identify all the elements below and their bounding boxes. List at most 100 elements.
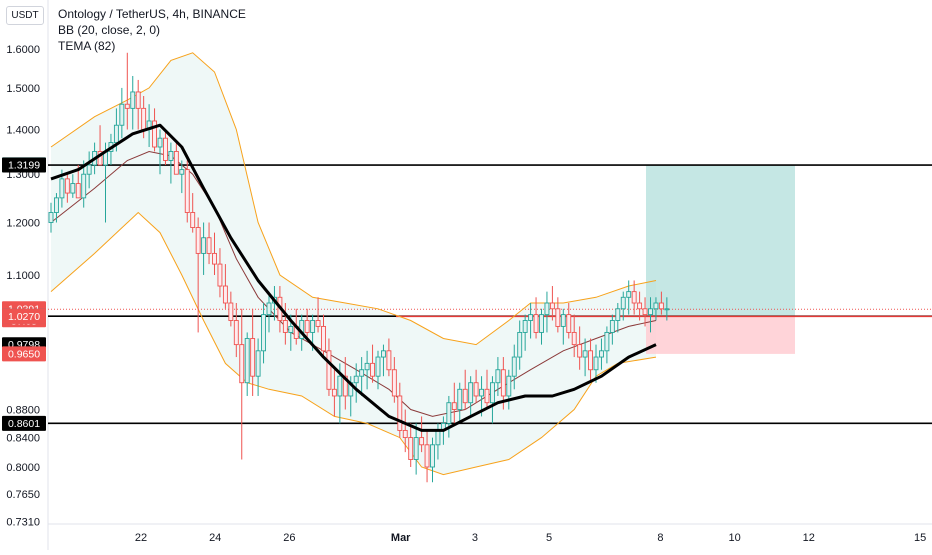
candle-body <box>315 320 321 327</box>
x-tick-label: 12 <box>803 532 815 544</box>
candle <box>457 382 463 424</box>
candle-body <box>555 308 561 327</box>
candle <box>195 217 201 333</box>
candle-body <box>642 308 648 316</box>
tema-indicator-label[interactable]: TEMA (82) <box>58 39 116 53</box>
candle-body <box>359 369 365 377</box>
candle-body <box>217 263 223 287</box>
x-tick-label: 15 <box>914 532 926 544</box>
x-tick-label: 8 <box>657 532 663 544</box>
candle <box>130 75 136 130</box>
candle-body <box>637 302 643 310</box>
candle <box>233 303 239 358</box>
candle-body <box>342 375 348 397</box>
candle <box>511 344 517 390</box>
candle-body <box>212 252 217 265</box>
candle <box>424 430 430 483</box>
candle <box>342 357 348 410</box>
price-label-text: 0.9650 <box>8 348 40 360</box>
candle-body <box>370 362 375 377</box>
candle <box>419 416 425 453</box>
candle-body <box>593 356 599 371</box>
candle-body <box>517 331 523 358</box>
candle <box>582 338 588 377</box>
candle-body <box>228 302 234 321</box>
candle <box>555 297 561 333</box>
candle-body <box>544 302 550 316</box>
candle <box>658 291 664 315</box>
candle <box>228 291 234 327</box>
y-tick-label: 1.2000 <box>6 217 40 229</box>
price-label: 0.9650 <box>2 346 46 362</box>
y-tick-label: 1.5000 <box>6 83 40 95</box>
candle <box>631 280 637 315</box>
candle <box>599 338 604 370</box>
candle <box>124 52 130 130</box>
y-tick-label: 1.6000 <box>6 44 40 56</box>
candle <box>588 338 593 383</box>
candle <box>321 314 326 358</box>
candle-body <box>500 369 506 397</box>
candle-body <box>81 173 87 199</box>
candle <box>168 142 174 184</box>
candle <box>261 303 266 364</box>
candle <box>484 369 490 410</box>
candle <box>239 308 245 460</box>
candle <box>364 350 370 390</box>
candle <box>648 297 653 333</box>
candle <box>353 363 359 403</box>
bb-indicator-label[interactable]: BB (20, close, 2, 0) <box>58 23 161 37</box>
candle-body <box>179 169 185 175</box>
candle-body <box>152 120 158 148</box>
candle <box>244 332 250 396</box>
candle <box>152 108 158 152</box>
candle <box>571 314 577 358</box>
candle-body <box>244 338 250 384</box>
candle <box>468 376 474 417</box>
candle <box>544 291 550 333</box>
candle <box>173 142 179 175</box>
candle <box>359 357 365 396</box>
candle-body <box>413 437 419 460</box>
candle <box>451 382 457 424</box>
candle-body <box>201 237 207 254</box>
candle-body <box>233 320 239 346</box>
candle <box>664 297 670 321</box>
candle <box>381 344 386 377</box>
candle <box>64 174 70 203</box>
candle <box>528 303 534 339</box>
candle-body <box>539 314 544 333</box>
candle <box>397 382 403 438</box>
candle <box>304 308 310 339</box>
chart-legend: Ontology / TetherUS, 4h, BINANCE BB (20,… <box>58 6 246 54</box>
candle-body <box>419 437 425 446</box>
candle-body <box>353 375 359 384</box>
candle <box>430 437 435 483</box>
candle-body <box>173 151 179 175</box>
price-label: 1.3199 <box>2 157 46 173</box>
candle-body <box>206 237 212 254</box>
candle-body <box>266 302 272 316</box>
price-label: 1.0270 <box>2 308 46 324</box>
y-tick-label: 1.4000 <box>6 125 40 137</box>
candle-body <box>168 151 174 161</box>
x-tick-label: Mar <box>391 532 411 544</box>
candle <box>604 326 610 364</box>
candle-body <box>364 362 370 371</box>
candle-body <box>451 402 457 410</box>
candle <box>375 350 381 390</box>
candle <box>326 338 332 396</box>
candle-body <box>599 350 604 358</box>
currency-button[interactable]: USDT <box>6 6 44 25</box>
candle <box>462 369 468 410</box>
candle-body <box>381 350 386 358</box>
candle <box>620 291 626 321</box>
candle-body <box>506 375 512 397</box>
candle <box>54 193 59 223</box>
candle <box>217 248 223 298</box>
candle-body <box>484 388 490 404</box>
candle <box>370 344 375 383</box>
candle-body <box>282 320 288 333</box>
